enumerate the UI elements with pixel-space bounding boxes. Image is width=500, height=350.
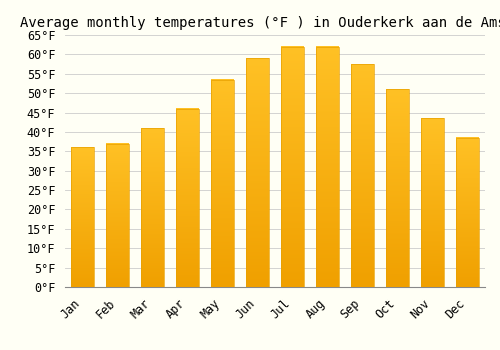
Bar — [386, 89, 409, 287]
Bar — [456, 138, 479, 287]
Bar — [281, 47, 304, 287]
Bar — [351, 64, 374, 287]
Bar — [106, 144, 129, 287]
Bar — [211, 79, 234, 287]
Bar — [316, 47, 339, 287]
Bar — [176, 108, 199, 287]
Bar — [246, 58, 269, 287]
Bar — [71, 147, 94, 287]
Bar — [281, 47, 304, 287]
Bar — [386, 89, 409, 287]
Bar — [351, 64, 374, 287]
Title: Average monthly temperatures (°F ) in Ouderkerk aan de Amstel: Average monthly temperatures (°F ) in Ou… — [20, 16, 500, 30]
Bar — [176, 108, 199, 287]
Bar — [246, 58, 269, 287]
Bar — [316, 47, 339, 287]
Bar — [71, 147, 94, 287]
Bar — [421, 118, 444, 287]
Bar — [421, 118, 444, 287]
Bar — [106, 144, 129, 287]
Bar — [141, 128, 164, 287]
Bar — [456, 138, 479, 287]
Bar — [211, 79, 234, 287]
Bar — [141, 128, 164, 287]
